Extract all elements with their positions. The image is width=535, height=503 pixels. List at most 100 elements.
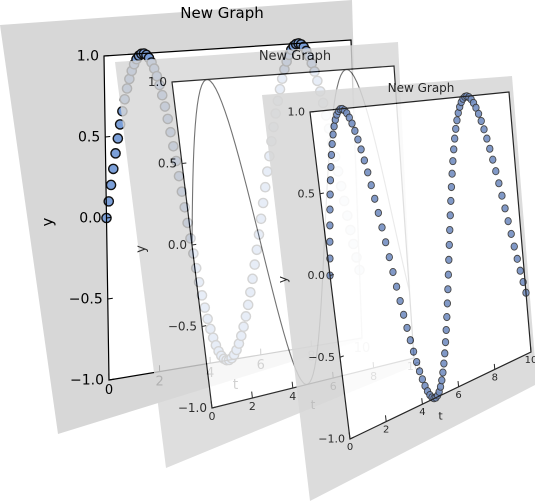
data-point-58 [443, 312, 451, 322]
data-point-9 [327, 150, 336, 159]
y-axis-label: y [276, 276, 290, 283]
data-point-6 [326, 190, 334, 199]
data-point-25 [360, 156, 368, 165]
data-point-32 [385, 253, 393, 262]
chart-title: New Graph [259, 49, 331, 64]
y-tick-mark [329, 273, 334, 276]
data-point-5 [326, 205, 334, 214]
y-tick-label: −1.0 [70, 373, 104, 389]
data-point-91 [495, 179, 503, 188]
x-tick-label: 0 [105, 383, 113, 398]
data-point-84 [474, 109, 483, 118]
data-point-34 [392, 282, 401, 291]
y-tick-label: 0.5 [158, 156, 177, 170]
data-point-65 [446, 211, 454, 220]
x-tick-mark [291, 381, 294, 389]
y-tick-label: 0.5 [78, 130, 100, 146]
data-point-73 [453, 116, 461, 125]
y-tick-label: −1.0 [178, 401, 207, 415]
data-point-54 [440, 359, 448, 368]
data-point-95 [507, 229, 515, 238]
data-point-3 [326, 237, 334, 246]
y-tick-mark [106, 216, 112, 219]
data-point-53 [439, 368, 447, 377]
data-point-59 [443, 299, 452, 308]
x-tick-mark [421, 398, 423, 405]
data-point-68 [448, 169, 456, 178]
y-tick-mark [349, 436, 354, 440]
data-point-71 [451, 134, 459, 143]
data-point-90 [492, 167, 500, 176]
data-point-27 [367, 181, 375, 190]
data-point-67 [447, 182, 456, 192]
chart-title: New Graph [388, 81, 455, 95]
data-point-29 [374, 208, 383, 217]
data-point-88 [486, 144, 494, 153]
graph-panel-3: 0 2 4 6 8 10 −1.0 −0.5 0.0 0.5 1.0 New Graph t y [262, 76, 535, 501]
y-tick-label: 1.0 [77, 49, 99, 65]
y-tick-label: 0.0 [308, 269, 326, 282]
data-point-37 [403, 323, 411, 332]
data-point-30 [378, 223, 386, 232]
data-point-66 [447, 196, 455, 205]
data-point-8 [327, 162, 335, 172]
data-point-40 [412, 357, 421, 367]
data-point-31 [382, 238, 390, 247]
data-point-11 [329, 130, 337, 139]
data-point-35 [396, 296, 404, 306]
data-point-4 [108, 163, 119, 175]
x-tick-mark [210, 401, 213, 409]
data-point-57 [442, 325, 450, 335]
data-point-52 [438, 376, 446, 385]
data-point-85 [477, 116, 485, 126]
y-tick-label: 0.5 [298, 187, 316, 200]
data-point-56 [441, 338, 450, 347]
y-tick-mark [211, 406, 217, 409]
x-tick-label: 4 [289, 390, 296, 403]
data-point-63 [445, 240, 453, 249]
data-point-93 [501, 204, 509, 213]
data-point-36 [399, 310, 408, 319]
x-tick-label: 0 [209, 410, 216, 423]
x-tick-label: 2 [249, 400, 256, 413]
data-point-39 [409, 347, 418, 356]
x-tick-label: 10 [525, 355, 535, 366]
data-point-89 [489, 155, 497, 164]
x-tick-mark [457, 381, 460, 387]
data-point-24 [357, 145, 365, 154]
y-tick-label: 0.0 [79, 211, 101, 227]
data-point-42 [418, 375, 427, 384]
data-point-28 [371, 194, 379, 203]
data-point-69 [449, 157, 457, 166]
data-point-21 [348, 119, 356, 128]
data-point-55 [441, 349, 449, 358]
data-point-61 [444, 270, 453, 279]
x-tick-mark [251, 391, 253, 399]
x-tick-label: 4 [419, 407, 425, 418]
y-tick-label: −0.5 [308, 351, 335, 364]
plot-area [310, 92, 531, 439]
data-point-96 [510, 242, 518, 251]
data-point-22 [351, 126, 359, 135]
y-tick-label: 1.0 [148, 75, 167, 89]
data-point-60 [444, 285, 452, 294]
data-point-26 [364, 168, 372, 177]
data-point-7 [326, 176, 335, 185]
chart-title: New Graph [180, 4, 264, 22]
data-point-2 [103, 196, 115, 207]
y-axis-label: y [39, 217, 57, 226]
data-point-12 [330, 122, 338, 131]
y-tick-label: −0.5 [168, 319, 197, 333]
data-point-5 [110, 148, 121, 159]
x-tick-label: 6 [455, 390, 461, 401]
data-point-64 [446, 225, 454, 235]
y-tick-label: −0.5 [69, 292, 103, 308]
x-tick-label: 0 [347, 442, 353, 453]
x-tick-label: 2 [383, 425, 389, 436]
y-tick-mark [319, 192, 324, 195]
x-axis-label: t [438, 410, 443, 423]
data-point-94 [504, 217, 512, 226]
y-tick-mark [191, 243, 197, 246]
data-point-33 [389, 267, 397, 277]
data-point-41 [415, 367, 424, 376]
